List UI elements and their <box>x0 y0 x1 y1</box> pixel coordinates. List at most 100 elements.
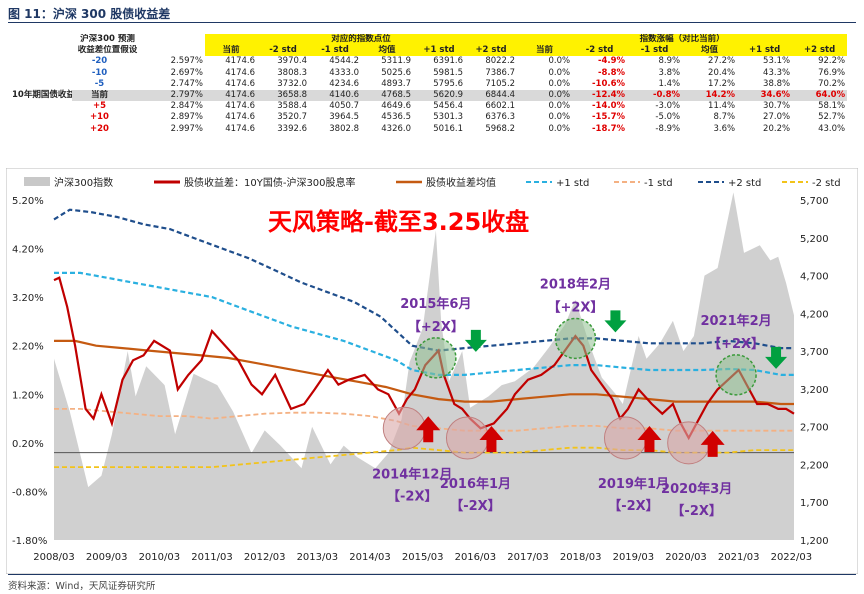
points-cell: 5016.1 <box>433 123 464 134</box>
return-cell: 64.0% <box>792 89 848 102</box>
rate-cell: 2.697% <box>170 67 204 78</box>
trough-date-label: 2014年12月 <box>372 466 452 482</box>
peak-date-label: 2015年6月 <box>400 296 471 312</box>
x-tick: 2020/03 <box>665 552 707 563</box>
points-cell: 7105.2 <box>485 78 516 89</box>
points-cell: 4174.6 <box>225 56 256 67</box>
y-right-tick: 4,200 <box>800 309 829 320</box>
up-arrow-icon <box>479 426 504 452</box>
col-header-5: +2 std <box>465 45 518 57</box>
points-cell: 4174.6 <box>205 89 258 102</box>
peak-tag-label: 【+2X】 <box>708 336 764 352</box>
table-row: 当前 2.797% 4174.6 3658.8 4140.6 4768.5 5620.9 68… <box>10 89 848 102</box>
legend-swatch <box>24 177 50 186</box>
col-header-10: +1 std <box>737 45 793 57</box>
points-cell: 3808.3 <box>277 67 308 78</box>
x-tick: 2021/03 <box>718 552 760 563</box>
x-tick: 2017/03 <box>507 552 549 563</box>
chart-title: 天风策略-截至3.25收盘 <box>268 208 529 236</box>
group-header-returns: 指数涨幅（对比当前） <box>517 34 848 46</box>
points-cell: 3802.8 <box>329 123 360 134</box>
return-cell: 38.8% <box>763 78 791 89</box>
col-header-11: +2 std <box>792 45 848 57</box>
peak-tag-label: 【+2X】 <box>547 299 603 315</box>
rate-cell: 2.797% <box>127 89 206 102</box>
y-left-tick: 3.20% <box>12 293 44 304</box>
legend-item: 股债收益差均值 <box>426 176 496 189</box>
bp-cell: +20 <box>90 123 109 134</box>
return-cell: -8.8% <box>597 67 626 78</box>
y-right-tick: 5,200 <box>800 234 829 245</box>
series-plus-2std <box>53 208 794 352</box>
legend-item: -1 std <box>644 178 673 189</box>
return-cell: -14.0% <box>592 101 626 112</box>
return-cell: 0.0% <box>548 67 571 78</box>
table-row: 10年期国债收益率假设（单位bp) -20 2.597% 4174.6 3970.4 45… <box>10 56 847 135</box>
points-cell: 4174.6 <box>225 67 256 78</box>
points-cell: 5301.3 <box>433 112 464 123</box>
return-cell: 58.1% <box>818 101 846 112</box>
points-cell: 5981.5 <box>433 67 464 78</box>
rate-cell: 2.747% <box>170 78 204 89</box>
trough-date-label: 2020年3月 <box>661 481 732 497</box>
return-cell: 8.9% <box>658 56 681 67</box>
bp-cell: -5 <box>94 78 105 89</box>
return-cell: 3.8% <box>658 67 681 78</box>
points-cell: 4326.0 <box>381 123 412 134</box>
y-left-tick: 0.20% <box>12 439 44 450</box>
x-tick: 2015/03 <box>402 552 444 563</box>
peak-date-label: 2021年2月 <box>700 313 771 329</box>
return-cell: 43.3% <box>763 67 791 78</box>
points-cell: 7386.7 <box>485 67 516 78</box>
col-header-3: 均值 <box>361 45 414 57</box>
return-cell: 20.4% <box>708 67 736 78</box>
y-left-tick: 5.20% <box>12 196 44 207</box>
return-cell: -10.6% <box>592 78 626 89</box>
down-arrow-icon <box>464 329 487 352</box>
return-cell: 17.2% <box>708 78 736 89</box>
y-left-tick: 1.20% <box>12 390 44 401</box>
col-header-1: -2 std <box>257 45 310 57</box>
x-tick: 2016/03 <box>455 552 497 563</box>
up-arrow-icon <box>700 430 725 457</box>
x-tick: 2011/03 <box>191 552 233 563</box>
y-left-tick: 2.20% <box>12 342 44 353</box>
chart-area: 沪深300指数 股债收益差：10Y国债-沪深300股息率 股债收益差均值 +1 std… <box>5 167 859 578</box>
source-note: 资料来源：Wind，天风证券研究所 <box>8 581 156 592</box>
legend-item: +2 std <box>728 178 761 189</box>
source-rule <box>8 574 856 575</box>
trough-tag-label: 【-2X】 <box>671 503 721 519</box>
peak-date-label: 2018年2月 <box>540 276 611 292</box>
return-cell: -3.0% <box>655 101 681 112</box>
return-cell: 11.4% <box>708 101 736 112</box>
col-header-4: +1 std <box>413 45 466 57</box>
table-row: -5 2.747% 4174.6 3732.0 4234.6 4893.7 5795.6 71… <box>10 79 847 90</box>
points-cell: 3658.8 <box>257 89 310 102</box>
points-cell: 5456.4 <box>433 101 464 112</box>
points-cell: 5795.6 <box>433 78 464 89</box>
points-cell: 5968.2 <box>485 123 516 134</box>
points-cell: 5311.9 <box>381 56 412 67</box>
y-right-tick: 2,200 <box>800 460 829 471</box>
x-tick: 2018/03 <box>560 552 602 563</box>
peak-marker <box>715 354 757 396</box>
points-cell: 6391.6 <box>433 56 464 67</box>
points-cell: 6376.3 <box>485 112 516 123</box>
return-cell: 0.0% <box>517 89 573 102</box>
points-cell: 3732.0 <box>277 78 308 89</box>
return-cell: -15.7% <box>592 112 626 123</box>
return-cell: 27.2% <box>708 56 736 67</box>
figure-title: 图 11：沪深 300 股债收益差 <box>8 7 171 21</box>
points-cell: 3970.4 <box>277 56 308 67</box>
points-cell: 3588.4 <box>277 101 308 112</box>
rate-cell: 2.897% <box>170 112 204 123</box>
table-row: +10 2.897% 4174.6 3520.7 3964.5 4536.5 5301.3 6… <box>10 112 847 123</box>
x-tick: 2012/03 <box>244 552 286 563</box>
points-cell: 4174.6 <box>225 123 256 134</box>
return-cell: 8.7% <box>713 112 736 123</box>
return-cell: 53.1% <box>763 56 791 67</box>
return-cell: 0.0% <box>548 101 571 112</box>
table-row: +5 2.847% 4174.6 3588.4 4050.7 4649.6 5456.4 66… <box>10 101 847 112</box>
return-cell: -0.8% <box>627 89 683 102</box>
points-cell: 6602.1 <box>485 101 516 112</box>
